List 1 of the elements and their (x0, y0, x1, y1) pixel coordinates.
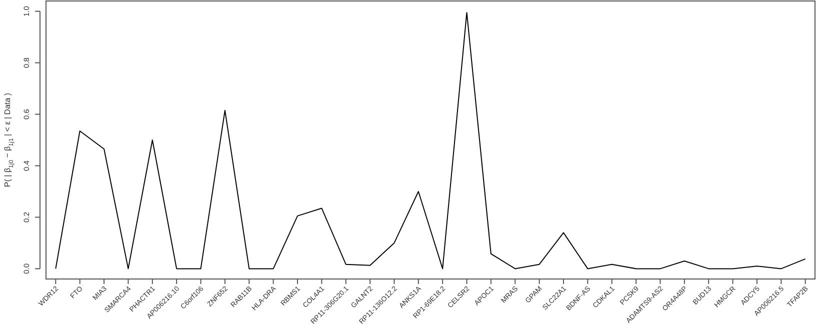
line-series (55, 12, 806, 270)
